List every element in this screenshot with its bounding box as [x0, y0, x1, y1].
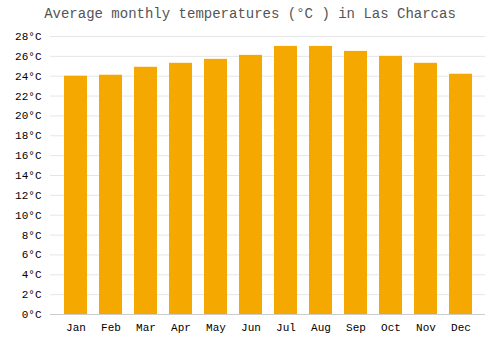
svg-text:Sep: Sep [346, 322, 366, 334]
html-text:Average monthly temperatures (: Average monthly temperatures (°C ) in La… [44, 6, 456, 22]
svg-text:28°C: 28°C [15, 31, 42, 43]
svg-text:Jan: Jan [66, 322, 86, 334]
svg-text:24°C: 24°C [15, 71, 42, 83]
svg-text:Apr: Apr [171, 322, 191, 334]
svg-text:14°C: 14°C [15, 170, 42, 182]
svg-text:12°C: 12°C [15, 190, 42, 202]
svg-text:Dec: Dec [451, 322, 471, 334]
svg-text:18°C: 18°C [15, 130, 42, 142]
svg-text:Jun: Jun [241, 322, 261, 334]
svg-text:2°C: 2°C [22, 289, 42, 301]
svg-text:Jul: Jul [276, 322, 296, 334]
svg-text:Oct: Oct [381, 322, 401, 334]
svg-text:Mar: Mar [136, 322, 156, 334]
svg-text:8°C: 8°C [22, 230, 42, 242]
svg-text:Feb: Feb [101, 322, 121, 334]
svg-text:Nov: Nov [416, 322, 436, 334]
svg-text:20°C: 20°C [15, 110, 42, 122]
svg-text:4°C: 4°C [22, 269, 42, 281]
svg-text:22°C: 22°C [15, 91, 42, 103]
svg-text:Aug: Aug [311, 322, 331, 334]
svg-text:26°C: 26°C [15, 51, 42, 63]
svg-text:16°C: 16°C [15, 150, 42, 162]
svg-text:6°C: 6°C [22, 249, 42, 261]
svg-text:0°C: 0°C [22, 309, 42, 321]
svg-text:10°C: 10°C [15, 210, 42, 222]
svg-text:May: May [206, 322, 226, 334]
